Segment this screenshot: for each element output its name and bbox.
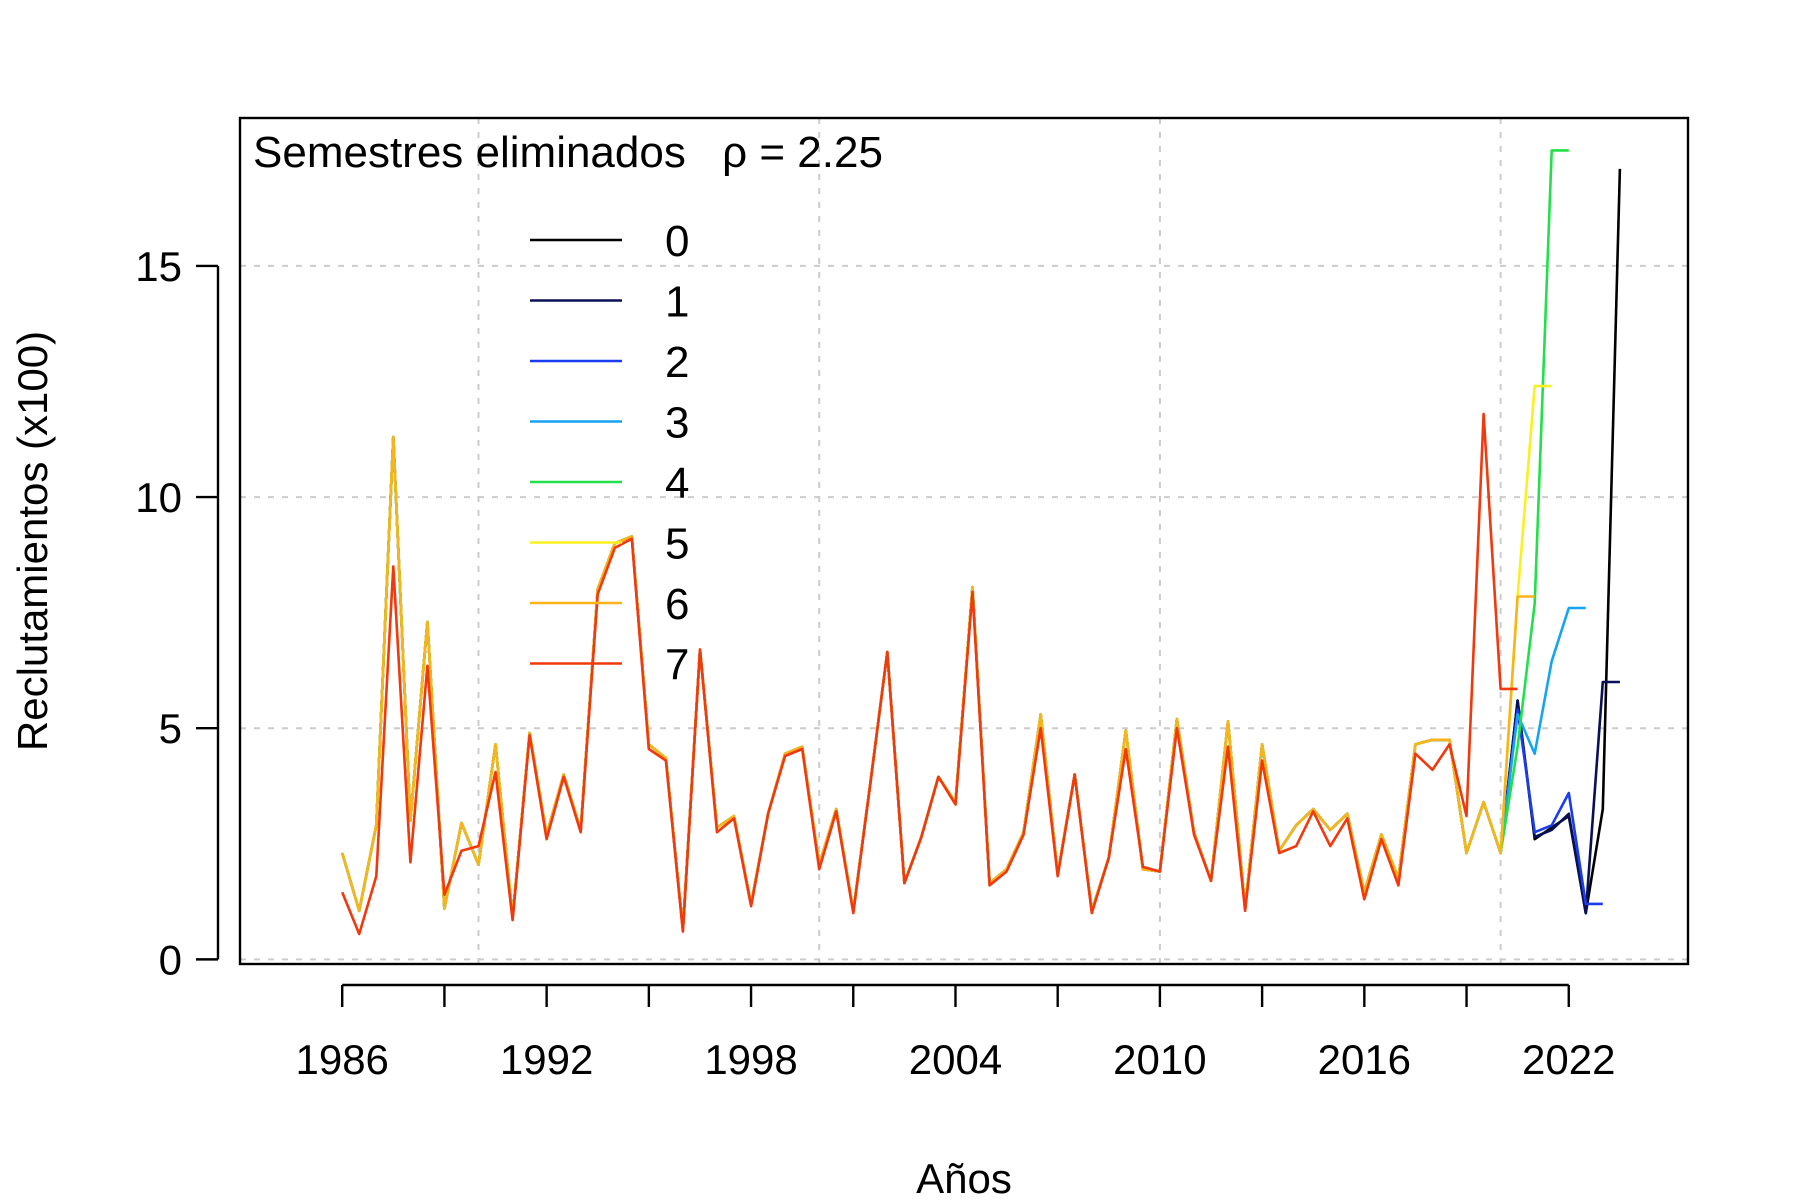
series-line-1: [340, 435, 1620, 931]
x-tick-label-2010: 2010: [1113, 1036, 1206, 1083]
x-axis: 1986 1992 1998 2004 2010 2016 2022: [295, 983, 1615, 1083]
y-axis: 0 5 10 15: [135, 243, 220, 983]
series-line-0: [340, 168, 1622, 931]
series-line-2: [340, 435, 1603, 931]
x-axis-title: Años: [916, 1155, 1012, 1200]
legend-label-3: 3: [665, 399, 689, 448]
legend-label-2: 2: [665, 338, 689, 387]
y-tick-label-5: 5: [159, 705, 182, 752]
legend-label-7: 7: [665, 641, 689, 690]
x-tick-label-2016: 2016: [1318, 1036, 1411, 1083]
x-tick-label-2004: 2004: [909, 1036, 1002, 1083]
rho-symbol: ρ: [722, 128, 747, 177]
y-tick-label-0: 0: [159, 936, 182, 983]
x-tick-label-1986: 1986: [295, 1036, 388, 1083]
legend: 0 1 2 3 4 5 6 7: [530, 217, 689, 690]
x-tick-label-1998: 1998: [704, 1036, 797, 1083]
legend-label-0: 0: [665, 217, 689, 266]
x-tick-label-2022: 2022: [1522, 1036, 1615, 1083]
rho-equals: =: [759, 128, 797, 177]
x-tick-label-1992: 1992: [500, 1036, 593, 1083]
y-tick-label-15: 15: [135, 243, 182, 290]
legend-label-5: 5: [665, 520, 689, 569]
legend-label-1: 1: [665, 278, 689, 327]
series-line-5: [340, 384, 1552, 931]
y-axis-title: Reclutamientos (x100): [9, 331, 56, 751]
series-lines: [340, 149, 1622, 936]
subtitle-text: Semestres eliminados: [253, 128, 686, 177]
y-tick-label-10: 10: [135, 474, 182, 521]
series-line-4: [340, 149, 1569, 931]
series-line-7: [340, 412, 1518, 936]
subtitle: Semestres eliminados ρ = 2.25: [253, 128, 883, 177]
grid-lines: [240, 118, 1688, 964]
legend-label-4: 4: [665, 459, 689, 508]
rho-value: 2.25: [797, 128, 883, 177]
plot-frame: [238, 116, 1690, 966]
legend-label-6: 6: [665, 580, 689, 629]
